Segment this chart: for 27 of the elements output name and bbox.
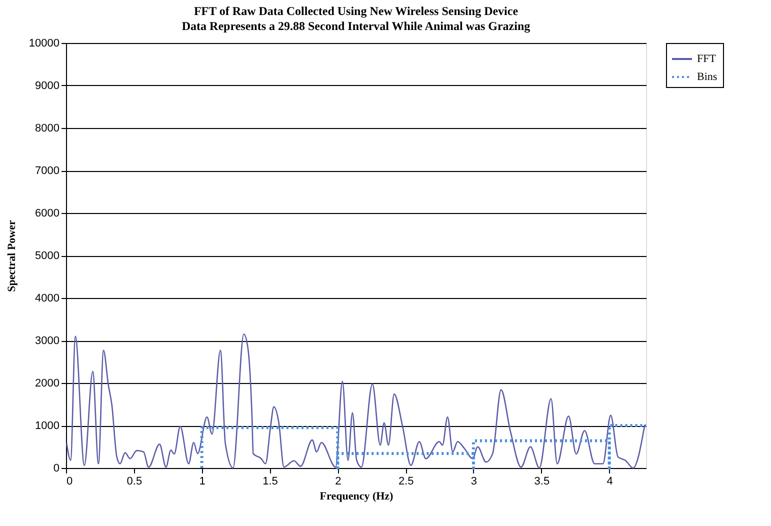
chart-title: FFT of Raw Data Collected Using New Wireless Sensing Device <box>194 4 519 18</box>
x-tick-label: 1 <box>199 476 206 488</box>
x-tick-label: 2.5 <box>398 476 414 488</box>
x-tick-label: 4 <box>606 476 613 488</box>
chart-subtitle: Data Represents a 29.88 Second Interval While Animal was Grazing <box>182 19 530 33</box>
y-tick-label: 2000 <box>35 378 60 390</box>
y-axis-title: Spectral Power <box>6 220 18 292</box>
x-tick-label: 0.5 <box>126 476 142 488</box>
x-tick-label: 3 <box>470 476 478 488</box>
y-tick-label: 10000 <box>28 38 60 50</box>
y-tick-label: 9000 <box>35 80 60 92</box>
y-tick-label: 7000 <box>35 165 60 177</box>
x-tick-label: 1.5 <box>262 476 278 488</box>
legend-label: Bins <box>697 71 718 83</box>
y-tick-label: 8000 <box>35 122 60 134</box>
y-tick-label: 5000 <box>35 250 60 262</box>
y-tick-label: 0 <box>53 462 60 474</box>
x-tick-label: 0 <box>66 476 73 488</box>
line-series <box>200 424 648 470</box>
y-tick-label: 4000 <box>35 292 60 304</box>
x-tick-label: 3.5 <box>534 476 550 488</box>
x-tick-label: 2 <box>335 476 342 488</box>
y-tick-label: 3000 <box>35 335 60 347</box>
y-tick-label: 1000 <box>35 420 60 432</box>
legend-label: FFT <box>697 53 716 65</box>
y-tick-label: 6000 <box>35 208 60 220</box>
x-axis-title: Frequency (Hz) <box>320 490 394 502</box>
